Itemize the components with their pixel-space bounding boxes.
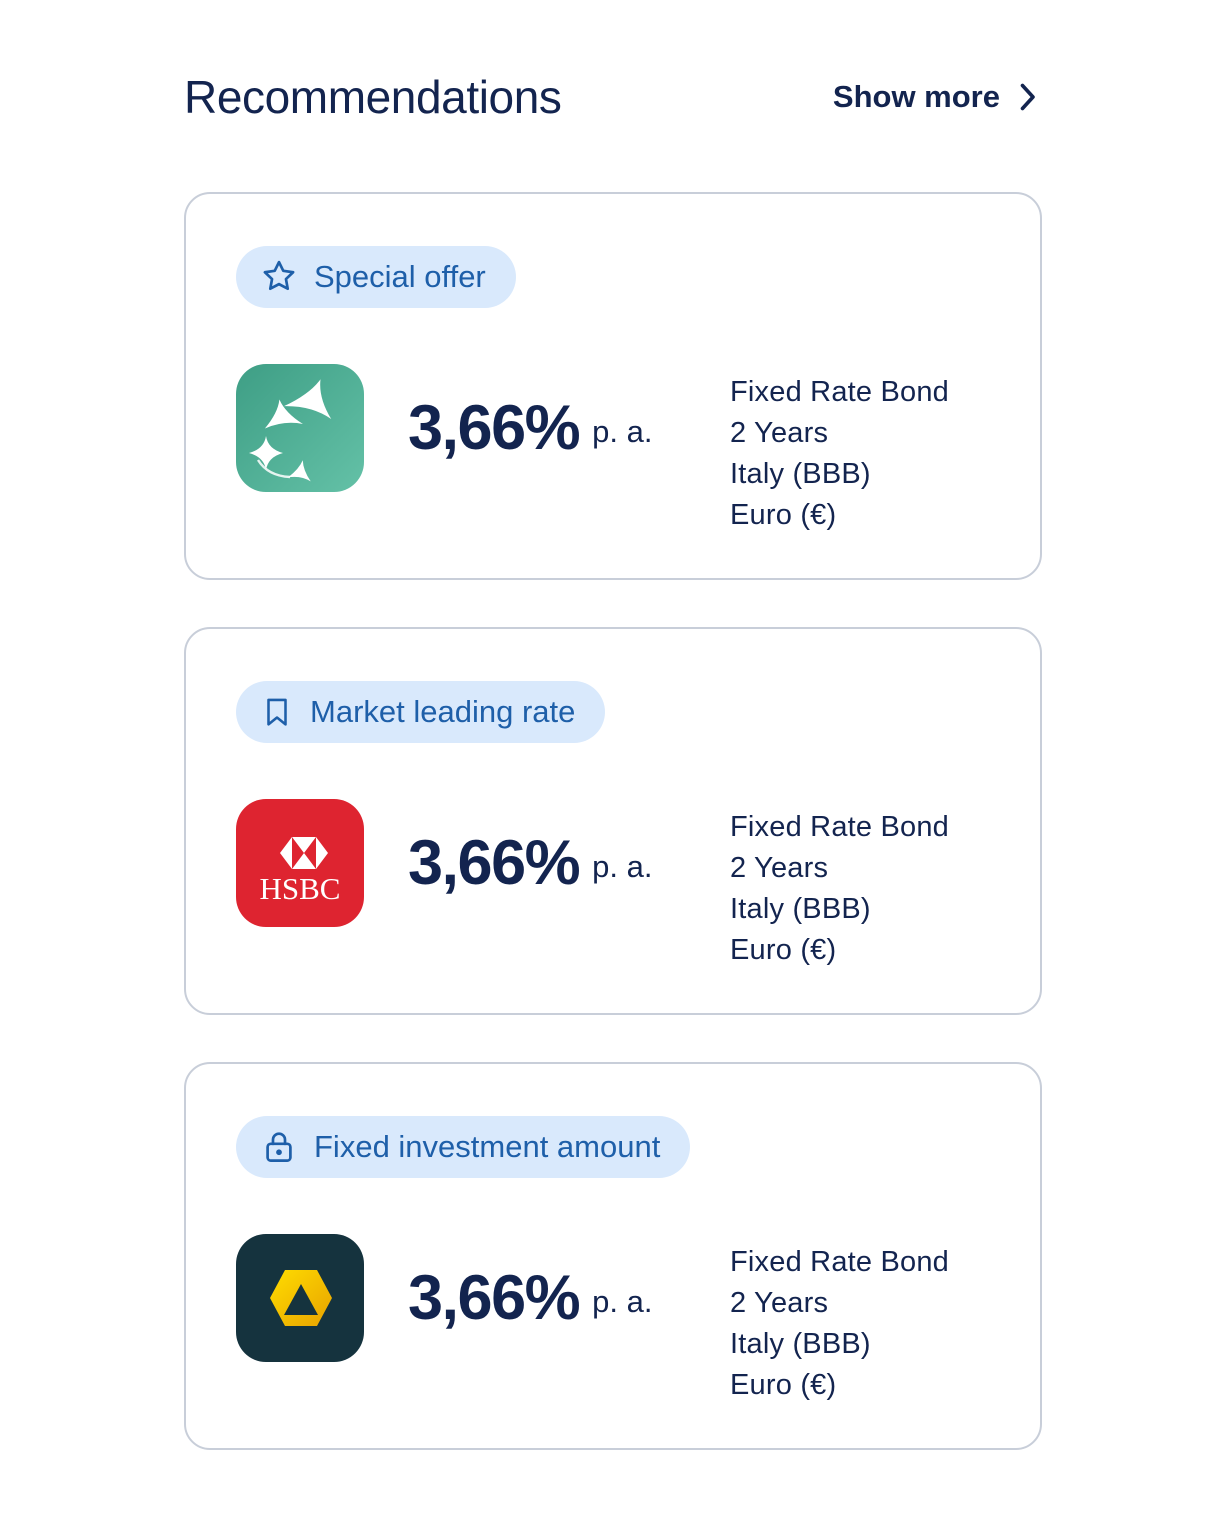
rate-value: 3,66% — [408, 828, 581, 898]
lock-icon — [266, 1132, 292, 1162]
recommendation-card-market-leading[interactable]: Market leading rate HSBC 3,66% p. a. Fix… — [184, 627, 1042, 1015]
detail-country-rating: Italy (BBB) — [730, 1328, 871, 1360]
bookmark-icon — [267, 698, 287, 726]
detail-term: 2 Years — [730, 417, 829, 449]
market-leading-badge: Market leading rate — [236, 681, 606, 743]
chevron-right-icon — [1020, 83, 1035, 111]
fixed-amount-badge: Fixed investment amount — [236, 1116, 691, 1178]
recommendation-card-fixed-amount[interactable]: Fixed investment amount 3,66% p. a. — [184, 1062, 1042, 1450]
badge-label: Fixed investment amount — [314, 1129, 661, 1164]
interest-rate: 3,66% p. a. — [408, 799, 652, 927]
rate-value: 3,66% — [408, 1263, 581, 1333]
detail-product-type: Fixed Rate Bond — [730, 1246, 950, 1278]
recommendation-card-special-offer[interactable]: Special offer — [184, 192, 1042, 580]
detail-term: 2 Years — [730, 852, 829, 884]
hsbc-logo: HSBC — [236, 799, 364, 927]
product-details: Fixed Rate Bond 2 Years Italy (BBB) Euro… — [730, 1242, 949, 1406]
product-details: Fixed Rate Bond 2 Years Italy (BBB) Euro… — [730, 372, 949, 536]
detail-country-rating: Italy (BBB) — [730, 893, 871, 925]
product-details: Fixed Rate Bond 2 Years Italy (BBB) Euro… — [730, 807, 949, 971]
detail-currency: Euro (€) — [730, 1369, 837, 1401]
page-title: Recommendations — [184, 71, 562, 123]
recommendations-page: Recommendations Show more Special offer — [0, 0, 1232, 1450]
section-header: Recommendations Show more — [0, 0, 1232, 124]
rate-suffix: p. a. — [592, 1284, 653, 1319]
rate-suffix: p. a. — [592, 849, 653, 884]
interest-rate: 3,66% p. a. — [408, 1234, 652, 1362]
detail-term: 2 Years — [730, 1287, 829, 1319]
interest-rate: 3,66% p. a. — [408, 364, 652, 492]
show-more-button[interactable]: Show more — [833, 79, 1036, 115]
detail-product-type: Fixed Rate Bond — [730, 376, 950, 408]
detail-country-rating: Italy (BBB) — [730, 458, 871, 490]
star-icon — [263, 260, 295, 291]
rate-suffix: p. a. — [592, 414, 653, 449]
special-offer-badge: Special offer — [236, 246, 516, 308]
commerzbank-logo — [236, 1234, 364, 1362]
badge-label: Special offer — [314, 259, 486, 294]
badge-label: Market leading rate — [310, 694, 576, 729]
detail-product-type: Fixed Rate Bond — [730, 811, 950, 843]
bnp-paribas-logo — [236, 364, 364, 492]
hsbc-logo-text: HSBC — [260, 871, 341, 906]
show-more-label: Show more — [832, 79, 1000, 114]
recommendation-list: Special offer — [0, 124, 1232, 1450]
rate-value: 3,66% — [408, 393, 581, 463]
detail-currency: Euro (€) — [730, 934, 837, 966]
detail-currency: Euro (€) — [730, 499, 837, 531]
